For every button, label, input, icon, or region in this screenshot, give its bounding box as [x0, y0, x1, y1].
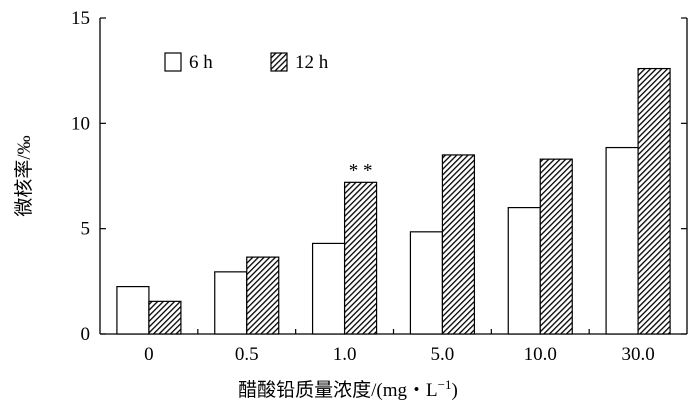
y-axis-title: 微核率/‰ — [13, 135, 35, 216]
y-tick-label: 0 — [81, 324, 91, 345]
legend-swatch-12h — [270, 52, 288, 72]
bar-12h — [148, 300, 182, 335]
x-axis-title-main: 醋酸铅质量浓度/(mg・L — [238, 379, 438, 401]
bar-12h — [246, 256, 280, 335]
legend-swatch-6h — [164, 52, 182, 72]
bar-6h — [116, 286, 150, 335]
bar-12h — [539, 158, 573, 335]
legend-label-6h: 6 h — [189, 52, 213, 73]
bar-12h — [441, 154, 476, 335]
bar-6h — [214, 271, 248, 335]
bar-6h — [409, 231, 444, 335]
x-tick-label: 10.0 — [524, 344, 557, 365]
x-tick-label: 0 — [144, 344, 154, 365]
bar-6h — [605, 146, 639, 335]
bar-12h — [637, 67, 671, 335]
y-tick-label: 5 — [81, 219, 91, 240]
bar-6h — [507, 207, 541, 335]
x-axis-title-sup: −1 — [438, 377, 452, 392]
significance-label: * * — [349, 160, 373, 181]
labels: * * — [349, 160, 373, 181]
x-axis-title: 醋酸铅质量浓度/(mg・L−1) — [238, 377, 458, 402]
x-tick-label: 0.5 — [235, 344, 259, 365]
bar-12h — [343, 181, 378, 335]
y-tick-label: 10 — [71, 113, 90, 134]
legend-label-12h: 12 h — [295, 52, 329, 73]
axes: 0 5 10 15 0 0.5 1.0 5.0 10.0 30.0 — [71, 8, 688, 365]
bar-6h — [311, 242, 346, 335]
bars — [116, 67, 671, 335]
x-tick-label: 5.0 — [431, 344, 455, 365]
y-tick-label: 15 — [71, 8, 90, 29]
x-tick-label: 1.0 — [333, 344, 357, 365]
x-axis-title-close: ) — [452, 380, 458, 401]
x-tick-label: 30.0 — [621, 344, 654, 365]
legend: 6 h 12 h — [164, 52, 329, 73]
